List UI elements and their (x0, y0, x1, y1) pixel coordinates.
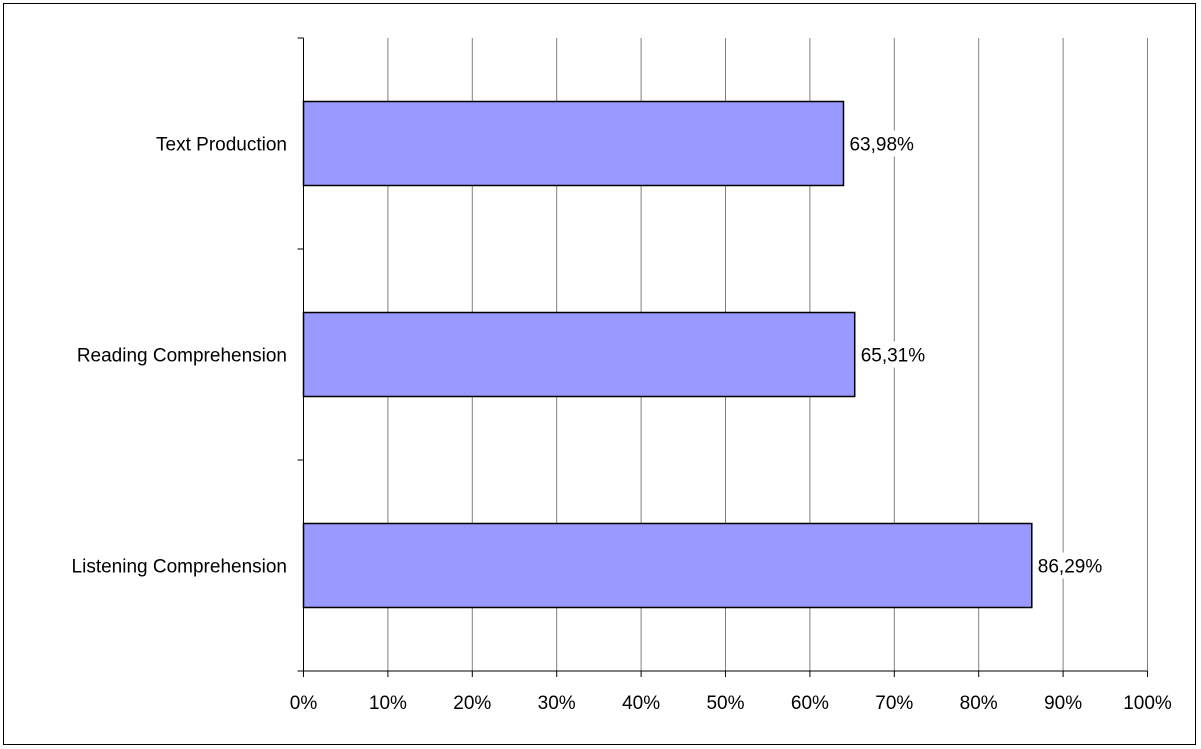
x-tick-label: 50% (706, 693, 744, 714)
data-label: 86,29% (1038, 557, 1103, 578)
x-tick-label: 100% (1123, 693, 1172, 714)
x-tick-label: 30% (538, 693, 576, 714)
x-tick-label: 40% (622, 693, 660, 714)
x-tick-label: 70% (875, 693, 913, 714)
bar (302, 311, 856, 398)
category-label: Listening Comprehension (72, 557, 287, 578)
data-label: 63,98% (849, 135, 914, 156)
x-tick-label: 90% (1044, 693, 1082, 714)
x-tick-label: 10% (369, 693, 407, 714)
data-label-bg (1034, 552, 1105, 579)
data-label: 65,31% (861, 346, 926, 367)
bar (302, 100, 845, 187)
data-label-bg (846, 130, 917, 157)
x-tick-label: 60% (791, 693, 829, 714)
category-label: Reading Comprehension (77, 346, 287, 367)
x-tick-label: 20% (453, 693, 491, 714)
bar (302, 522, 1033, 609)
x-tick-label: 0% (290, 693, 318, 714)
category-label: Text Production (156, 135, 287, 156)
x-tick-label: 80% (960, 693, 998, 714)
data-label-bg (857, 341, 928, 368)
